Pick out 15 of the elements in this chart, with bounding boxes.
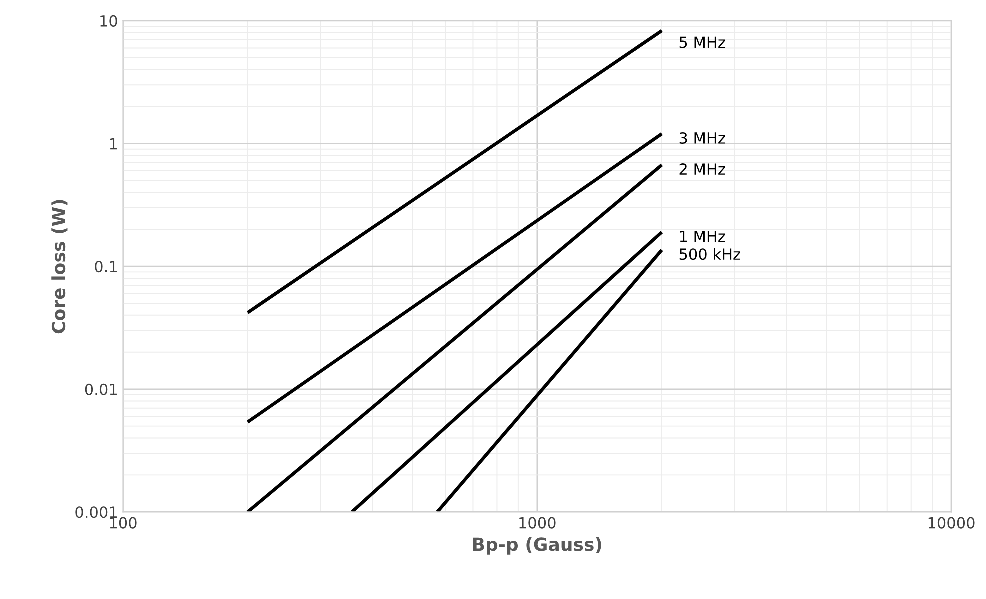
y-tick-label: 0.001: [76, 506, 117, 518]
x-tick-label: 100: [110, 517, 137, 529]
x-axis-title: Bp-p (Gauss): [473, 537, 602, 555]
series-label: 2 MHz: [680, 164, 726, 175]
x-tick-label: 10000: [928, 517, 975, 529]
series-label: 500 kHz: [680, 248, 740, 260]
y-tick-label: 0.01: [85, 384, 117, 396]
series-label: 5 MHz: [680, 36, 726, 48]
series-label: 3 MHz: [680, 132, 726, 144]
y-axis-title: Core loss (W): [52, 200, 68, 334]
series-label: 1 MHz: [680, 230, 726, 242]
x-tick-label: 1000: [520, 517, 556, 529]
y-tick-label: 0.1: [95, 261, 117, 273]
y-tick-label: 10: [100, 15, 118, 27]
y-tick-label: 1: [110, 138, 117, 150]
